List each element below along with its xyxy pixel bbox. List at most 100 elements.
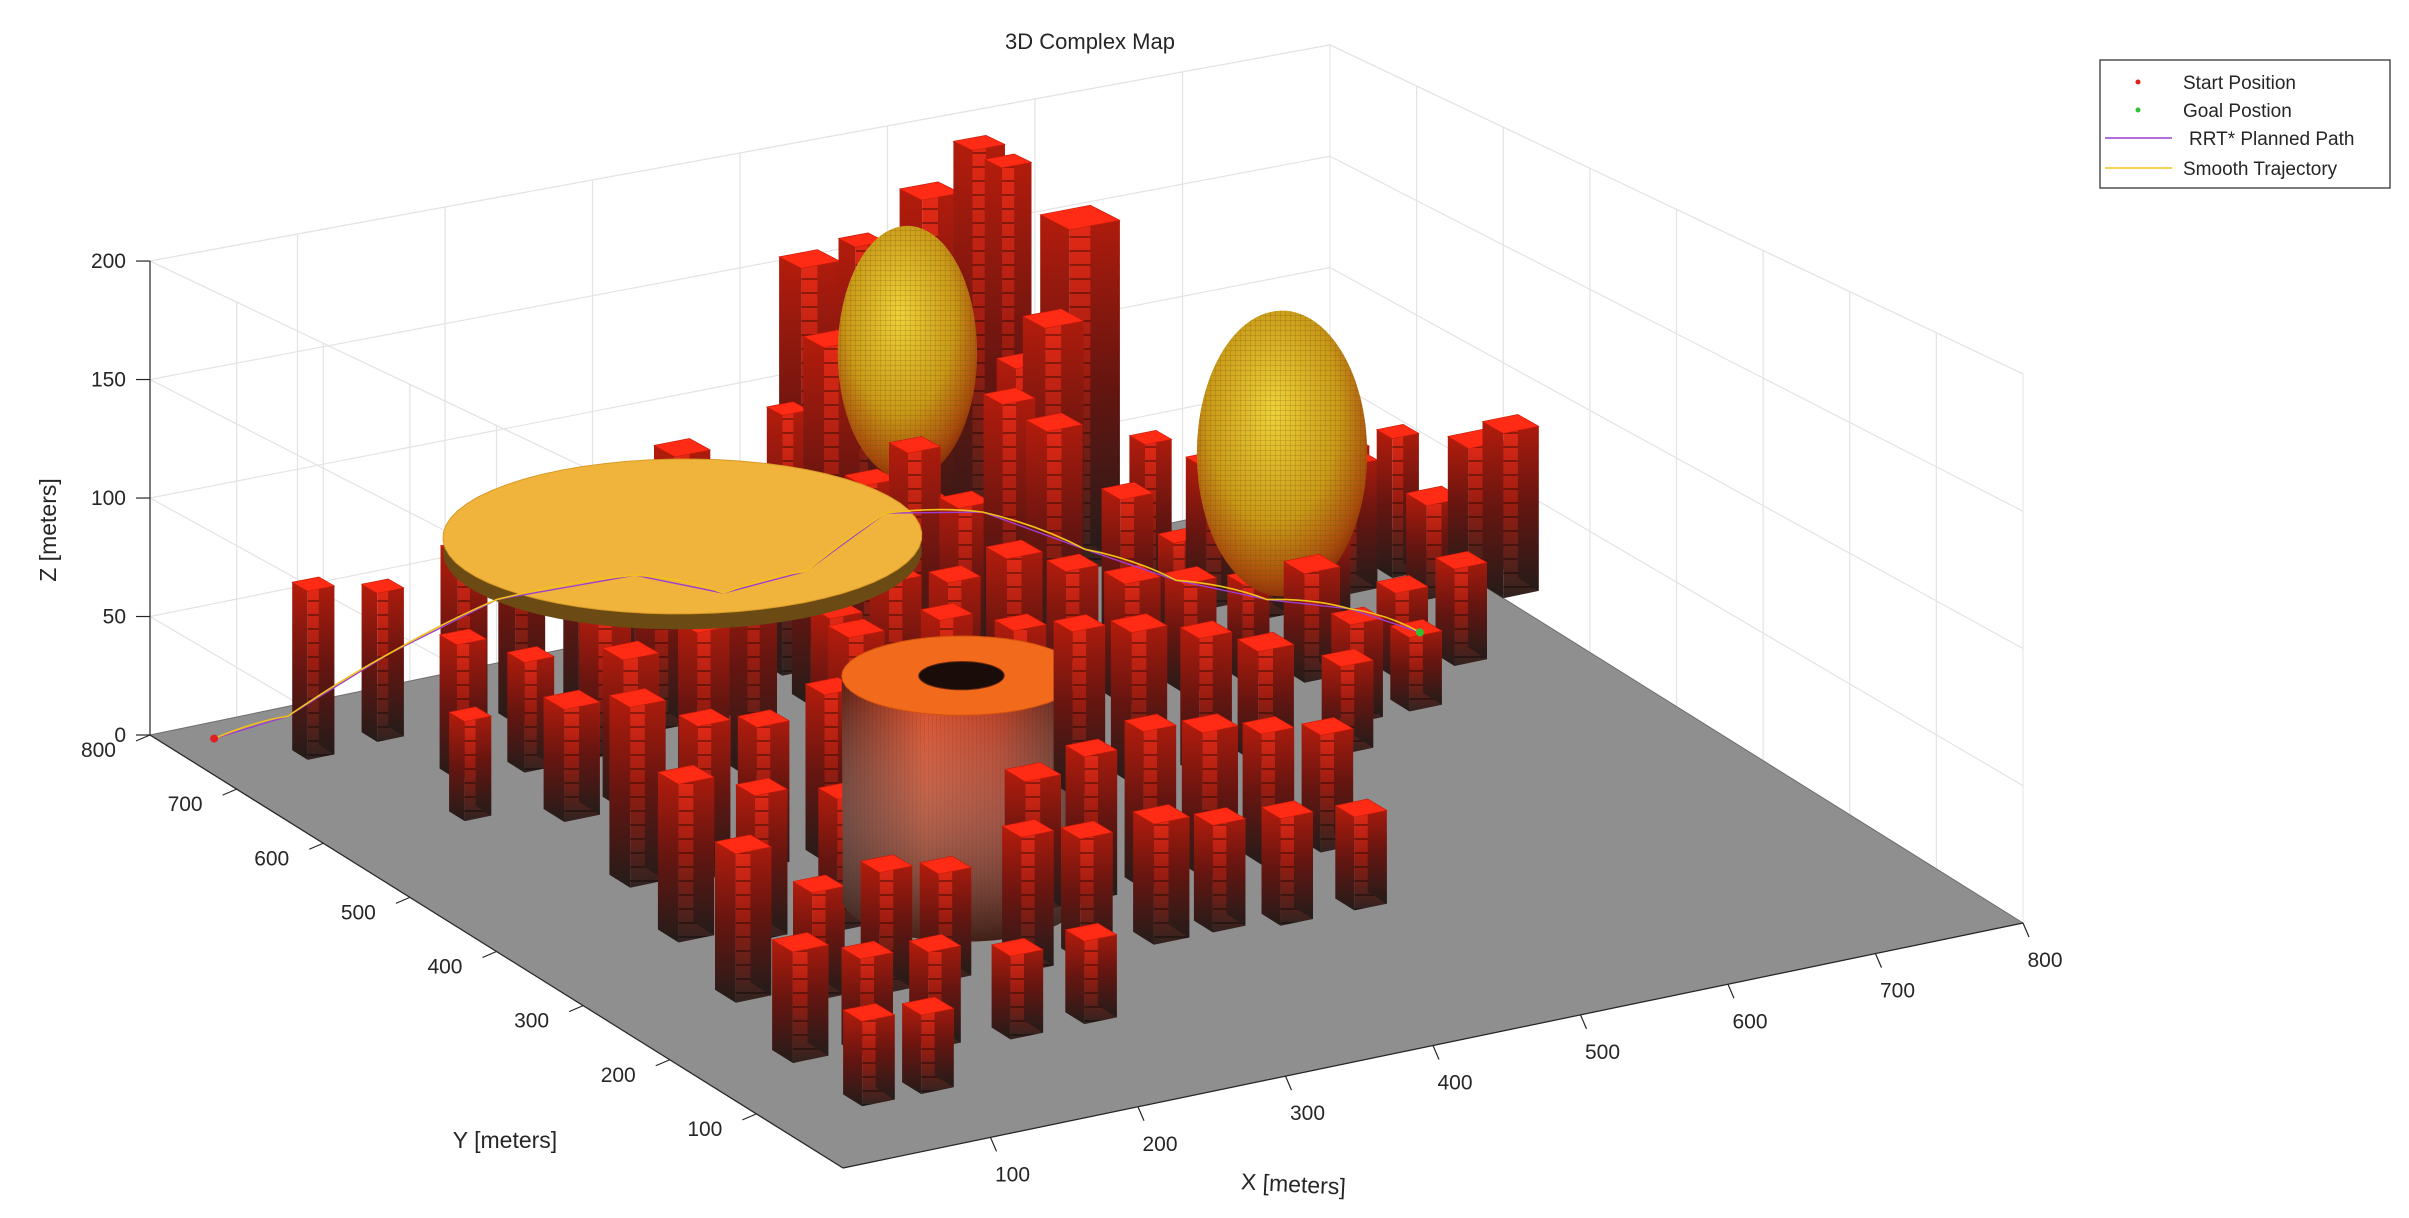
y-tick-label: 200 bbox=[601, 1064, 636, 1087]
building-side-face bbox=[768, 778, 788, 935]
building bbox=[1389, 619, 1443, 712]
disc-top bbox=[442, 458, 923, 615]
building-roof bbox=[542, 689, 601, 710]
y-axis-line bbox=[149, 734, 844, 1169]
building-roof bbox=[653, 438, 712, 458]
z-axis: 0 50 100 150 200 bbox=[91, 250, 151, 747]
x-tick-label: 500 bbox=[1585, 1041, 1620, 1064]
building-roof bbox=[765, 401, 810, 416]
building bbox=[1334, 798, 1388, 911]
building-left-face bbox=[609, 695, 631, 888]
building-left-face bbox=[1242, 723, 1262, 865]
building-roof bbox=[601, 640, 660, 661]
building-roof bbox=[1039, 204, 1121, 231]
building-side-face bbox=[1034, 819, 1054, 966]
y-tick-label: 600 bbox=[254, 847, 289, 870]
y-tick bbox=[655, 1059, 670, 1067]
building-roof bbox=[778, 249, 841, 269]
building-roof bbox=[448, 706, 493, 722]
y-tick-label: 400 bbox=[427, 956, 462, 979]
legend-label-rrt: RRT* Planned Path bbox=[2189, 129, 2354, 150]
y-axis-label: Y [meters] bbox=[453, 1127, 557, 1153]
building-side-face bbox=[693, 765, 715, 936]
building-roof bbox=[608, 688, 667, 708]
x-tick-label: 200 bbox=[1142, 1133, 1177, 1156]
ellipsoid-mesh bbox=[837, 225, 978, 480]
building bbox=[1064, 922, 1118, 1025]
building bbox=[657, 764, 715, 943]
y-tick-label: 500 bbox=[341, 901, 376, 924]
building bbox=[901, 996, 955, 1095]
y-tick bbox=[568, 1005, 584, 1013]
building-roof bbox=[843, 468, 898, 487]
building-roof bbox=[677, 708, 732, 727]
building-side-face bbox=[318, 576, 335, 755]
building-left-face bbox=[1065, 929, 1085, 1025]
building-side-face bbox=[475, 706, 492, 816]
building-roof bbox=[438, 628, 488, 646]
y-tick-label: 300 bbox=[514, 1010, 549, 1033]
building bbox=[1132, 804, 1191, 945]
building-roof bbox=[771, 932, 830, 953]
building-left-face bbox=[772, 939, 793, 1063]
chart-title: 3D Complex Map bbox=[1005, 29, 1175, 54]
building-roof bbox=[1052, 614, 1106, 633]
building-left-face bbox=[292, 582, 308, 760]
y-tick bbox=[309, 842, 324, 850]
building-left-face bbox=[715, 841, 736, 1003]
building-side-face bbox=[1093, 821, 1113, 954]
ellipsoid-mesh bbox=[1196, 310, 1368, 597]
building bbox=[291, 576, 336, 760]
start-position-marker bbox=[210, 734, 219, 743]
legend-label-smooth: Smooth Trajectory bbox=[2183, 159, 2338, 180]
y-tick bbox=[135, 734, 151, 742]
building-left-face bbox=[1261, 807, 1281, 926]
building bbox=[990, 937, 1044, 1040]
x-tick bbox=[1137, 1106, 1145, 1121]
legend-item-smooth: Smooth Trajectory bbox=[2105, 159, 2338, 180]
y-axis: 100 200 300 400 500 600 700 800 bbox=[81, 734, 844, 1169]
building-roof bbox=[1060, 820, 1114, 840]
building-roof bbox=[1123, 713, 1177, 733]
x-tick-label: 600 bbox=[1732, 1010, 1767, 1033]
building-roof bbox=[792, 874, 846, 894]
legend-label-goal: Goal Postion bbox=[2183, 101, 2292, 122]
building-roof bbox=[938, 490, 992, 509]
smooth-trajectory bbox=[213, 508, 1421, 740]
building-roof bbox=[1064, 738, 1118, 758]
x-axis: 100 200 300 400 500 600 700 800 bbox=[842, 922, 2063, 1186]
building-left-face bbox=[1193, 814, 1213, 933]
building-roof bbox=[1180, 713, 1239, 734]
x-tick bbox=[1432, 1045, 1440, 1060]
z-tick-label: 150 bbox=[91, 369, 126, 392]
building-left-face bbox=[1002, 826, 1022, 973]
building-side-face bbox=[934, 997, 954, 1088]
building-roof bbox=[920, 602, 974, 621]
building-side-face bbox=[1367, 799, 1387, 904]
building-side-face bbox=[1168, 804, 1190, 938]
building-side-face bbox=[711, 708, 731, 875]
building-roof bbox=[657, 764, 715, 785]
building-left-face bbox=[361, 584, 378, 742]
legend-box bbox=[2099, 59, 2391, 189]
building-roof bbox=[1300, 717, 1354, 736]
building-left-face bbox=[1376, 429, 1393, 578]
building-roof bbox=[908, 933, 962, 953]
building-roof bbox=[1193, 807, 1247, 826]
legend-item-start: Start Position bbox=[2135, 73, 2296, 94]
building-left-face bbox=[657, 772, 679, 943]
grid-line-z bbox=[148, 44, 2024, 591]
y-tick bbox=[482, 950, 497, 959]
start-marker-swatch bbox=[2135, 79, 2141, 85]
z-tick-label: 0 bbox=[114, 724, 126, 747]
x-tick-label: 800 bbox=[2027, 949, 2062, 972]
building-roof bbox=[1001, 819, 1055, 838]
building-roof bbox=[1003, 762, 1062, 783]
building-roof bbox=[985, 539, 1044, 560]
x-axis-line bbox=[842, 922, 2024, 1169]
building-side-face bbox=[1294, 800, 1313, 919]
building-roof bbox=[1330, 606, 1384, 626]
building-roof bbox=[927, 565, 982, 584]
building bbox=[1481, 414, 1540, 599]
building-roof bbox=[859, 854, 914, 873]
